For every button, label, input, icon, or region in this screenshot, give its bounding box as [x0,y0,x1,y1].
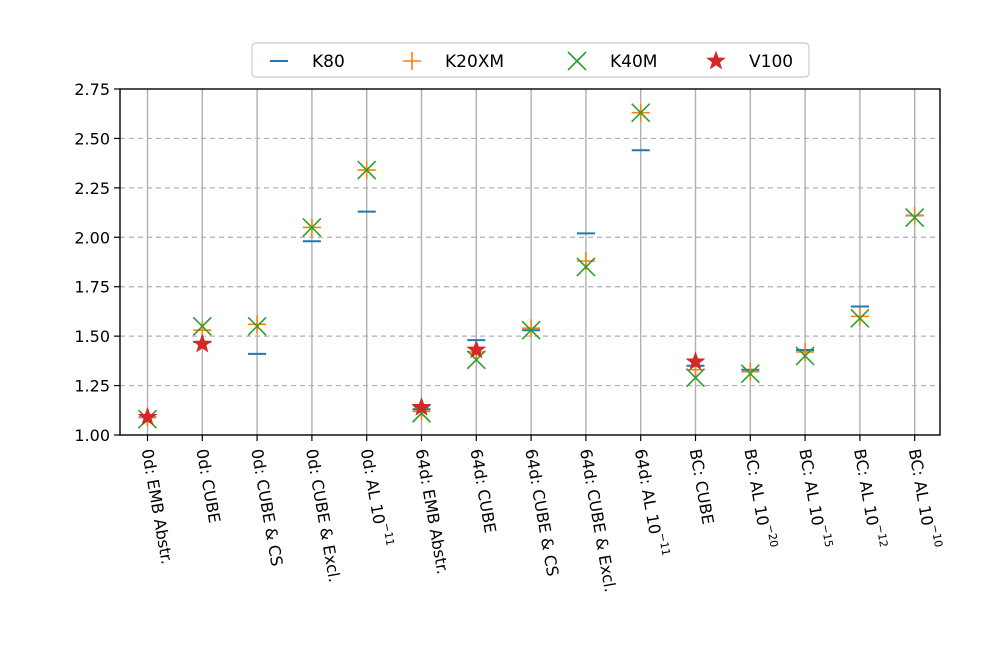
point-K20XM-7 [522,319,541,338]
grid [120,89,940,435]
x-stroke-b [685,368,706,388]
x-stroke-b [567,51,587,71]
x-tick-label-8: 64d: CUBE & Excl. [577,447,621,593]
point-K20XM-13 [850,307,869,326]
point-K40M-13 [850,308,870,328]
legend-item-K20XM: K20XM [403,52,504,72]
legend: K80 K20XM K40M V100 [251,42,810,78]
x-tick-label-14: BC: AL 10−10 [905,447,945,550]
legend-box [251,42,810,78]
point-K40M-8 [576,257,596,277]
legend-label-V100: V100 [749,52,793,72]
point-K40M-14 [905,207,925,228]
x-tick-label-7: 64d: CUBE & CS [522,447,563,577]
x-tick-label-4: 0d: AL 10−11 [357,447,397,549]
legend-label-K20XM: K20XM [445,52,504,72]
legend-marker-K20XM [403,52,421,70]
series-K40M [137,103,925,429]
x-tick-label-5: 64d: EMB Abstr. [412,447,453,575]
point-V100-5 [411,396,432,416]
x-tick-label-11: BC: AL 10−20 [741,447,781,550]
point-K20XM-14 [905,206,924,225]
axes: 1.00 1.25 1.50 1.75 2.00 2.25 2.50 2.75 0d: EMB … [74,80,945,594]
legend-marker-K40M [567,51,587,71]
x-stroke-b [247,316,267,336]
point-V100-0 [137,406,158,426]
x-tick-label-13: BC: AL 10−12 [851,447,891,550]
point-V100-10 [685,351,706,371]
point-K40M-3 [302,217,322,237]
y-tick-label-7: 2.75 [74,80,110,99]
point-K40M-12 [795,346,815,366]
x-tick-label-12: BC: AL 10−15 [796,447,836,550]
point-K40M-1 [192,316,212,336]
legend-item-V100: V100 [706,50,793,72]
point-K40M-9 [631,103,651,123]
point-V100-6 [466,339,487,359]
point-K40M-4 [357,160,377,180]
y-tick-label-3: 1.75 [74,278,110,297]
point-K20XM-12 [796,342,815,361]
x-stroke-b [850,308,870,328]
point-K40M-2 [247,316,267,336]
x-stroke-b [357,160,377,180]
x-tick-label-9: 64d: AL 10−11 [631,447,673,559]
legend-marker-V100 [706,50,726,70]
y-tick-label-6: 2.50 [74,129,110,148]
plot-frame [119,88,941,436]
x-tick-label-2: 0d: CUBE & CS [248,447,287,567]
x-tick-label-1: 0d: CUBE [193,447,225,524]
point-K40M-6 [466,350,486,370]
legend-label-K80: K80 [312,52,345,72]
x-stroke-b [905,207,925,228]
y-tick-label-0: 1.00 [74,426,110,445]
x-stroke-b [576,257,596,277]
point-K20XM-11 [741,362,760,381]
point-K20XM-2 [248,315,267,334]
legend-item-K80: K80 [270,52,345,72]
x-stroke-b [302,217,322,237]
legend-label-K40M: K40M [610,52,657,72]
series-V100 [137,333,706,426]
x-tick-label-6: 64d: CUBE [467,447,500,534]
x-stroke-b [740,364,760,384]
x-tick-label-0: 0d: EMB Abstr. [138,447,177,565]
y-tick-label-5: 2.25 [74,179,110,198]
point-V100-1 [192,333,213,353]
point-K40M-7 [521,320,541,340]
x-stroke-b [411,403,432,423]
x-stroke-b [192,316,212,336]
data-marks [137,103,925,429]
x-stroke-b [795,346,815,366]
y-tick-label-4: 2.00 [74,228,110,247]
x-tick-label-3: 0d: CUBE & Excl. [303,447,345,583]
x-stroke-b [631,103,651,123]
legend-item-K40M: K40M [567,51,657,72]
x-tick-label-10: BC: CUBE [686,447,718,525]
x-stroke-b [466,350,486,370]
point-K40M-11 [740,364,760,384]
point-K40M-10 [685,368,706,388]
y-tick-label-2: 1.50 [74,327,110,346]
point-K40M-5 [411,403,432,423]
y-tick-label-1: 1.25 [74,377,110,396]
x-stroke-b [521,320,541,340]
